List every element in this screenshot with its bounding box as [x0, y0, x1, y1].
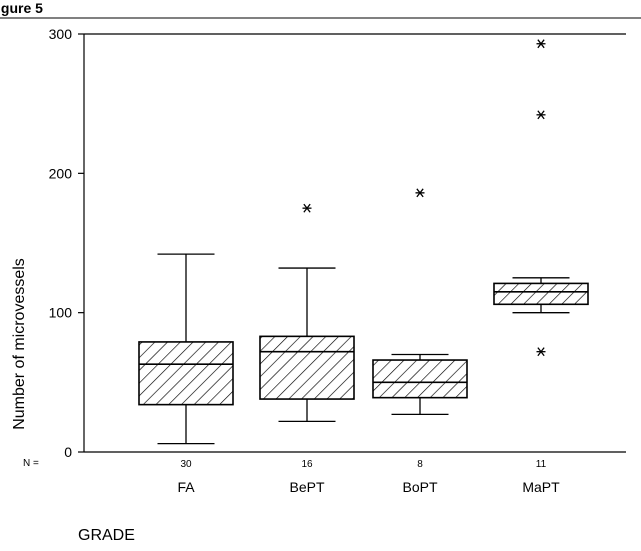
- box-group-BePT: [259, 203, 355, 422]
- outlier-point: [415, 188, 425, 198]
- n-labels-group: 30 16 8 11: [180, 459, 546, 470]
- category-label-BePT: BePT: [289, 479, 324, 495]
- n-count-MaPT: 11: [536, 459, 547, 470]
- box-group-FA: [138, 253, 234, 445]
- y-ticks: 0 100 200 300: [49, 26, 84, 460]
- y-axis-label: Number of microvessels: [11, 258, 28, 430]
- box-group-BoPT: [372, 188, 468, 416]
- outlier-point: [536, 110, 546, 120]
- y-tick-label-300: 300: [49, 26, 73, 42]
- iqr-box: [372, 359, 468, 399]
- outlier-stroke: [416, 188, 424, 198]
- outlier-point: [536, 39, 546, 49]
- y-tick-label-200: 200: [49, 165, 73, 181]
- n-count-FA: 30: [180, 459, 192, 470]
- outlier-stroke: [537, 110, 545, 120]
- y-tick-label-0: 0: [64, 444, 72, 460]
- n-count-BePT: 16: [301, 459, 313, 470]
- n-count-BoPT: 8: [417, 459, 423, 470]
- category-label-MaPT: MaPT: [522, 479, 560, 495]
- category-label-BoPT: BoPT: [402, 479, 437, 495]
- iqr-box: [493, 282, 589, 306]
- outlier-point: [536, 347, 546, 357]
- category-label-FA: FA: [177, 479, 195, 495]
- outlier-stroke: [537, 347, 545, 357]
- y-tick-label-100: 100: [49, 305, 73, 321]
- n-prefix-label: N =: [23, 458, 39, 469]
- outlier-stroke: [537, 39, 545, 49]
- x-axis-label: GRADE: [78, 527, 135, 544]
- category-labels-group: FA BePT BoPT MaPT: [177, 479, 560, 495]
- figure-label: igure 5: [0, 0, 43, 16]
- outlier-stroke: [303, 203, 311, 213]
- boxes-group: [138, 39, 589, 445]
- iqr-box: [138, 341, 234, 406]
- iqr-box: [259, 335, 355, 400]
- outlier-point: [302, 203, 312, 213]
- box-group-MaPT: [493, 39, 589, 357]
